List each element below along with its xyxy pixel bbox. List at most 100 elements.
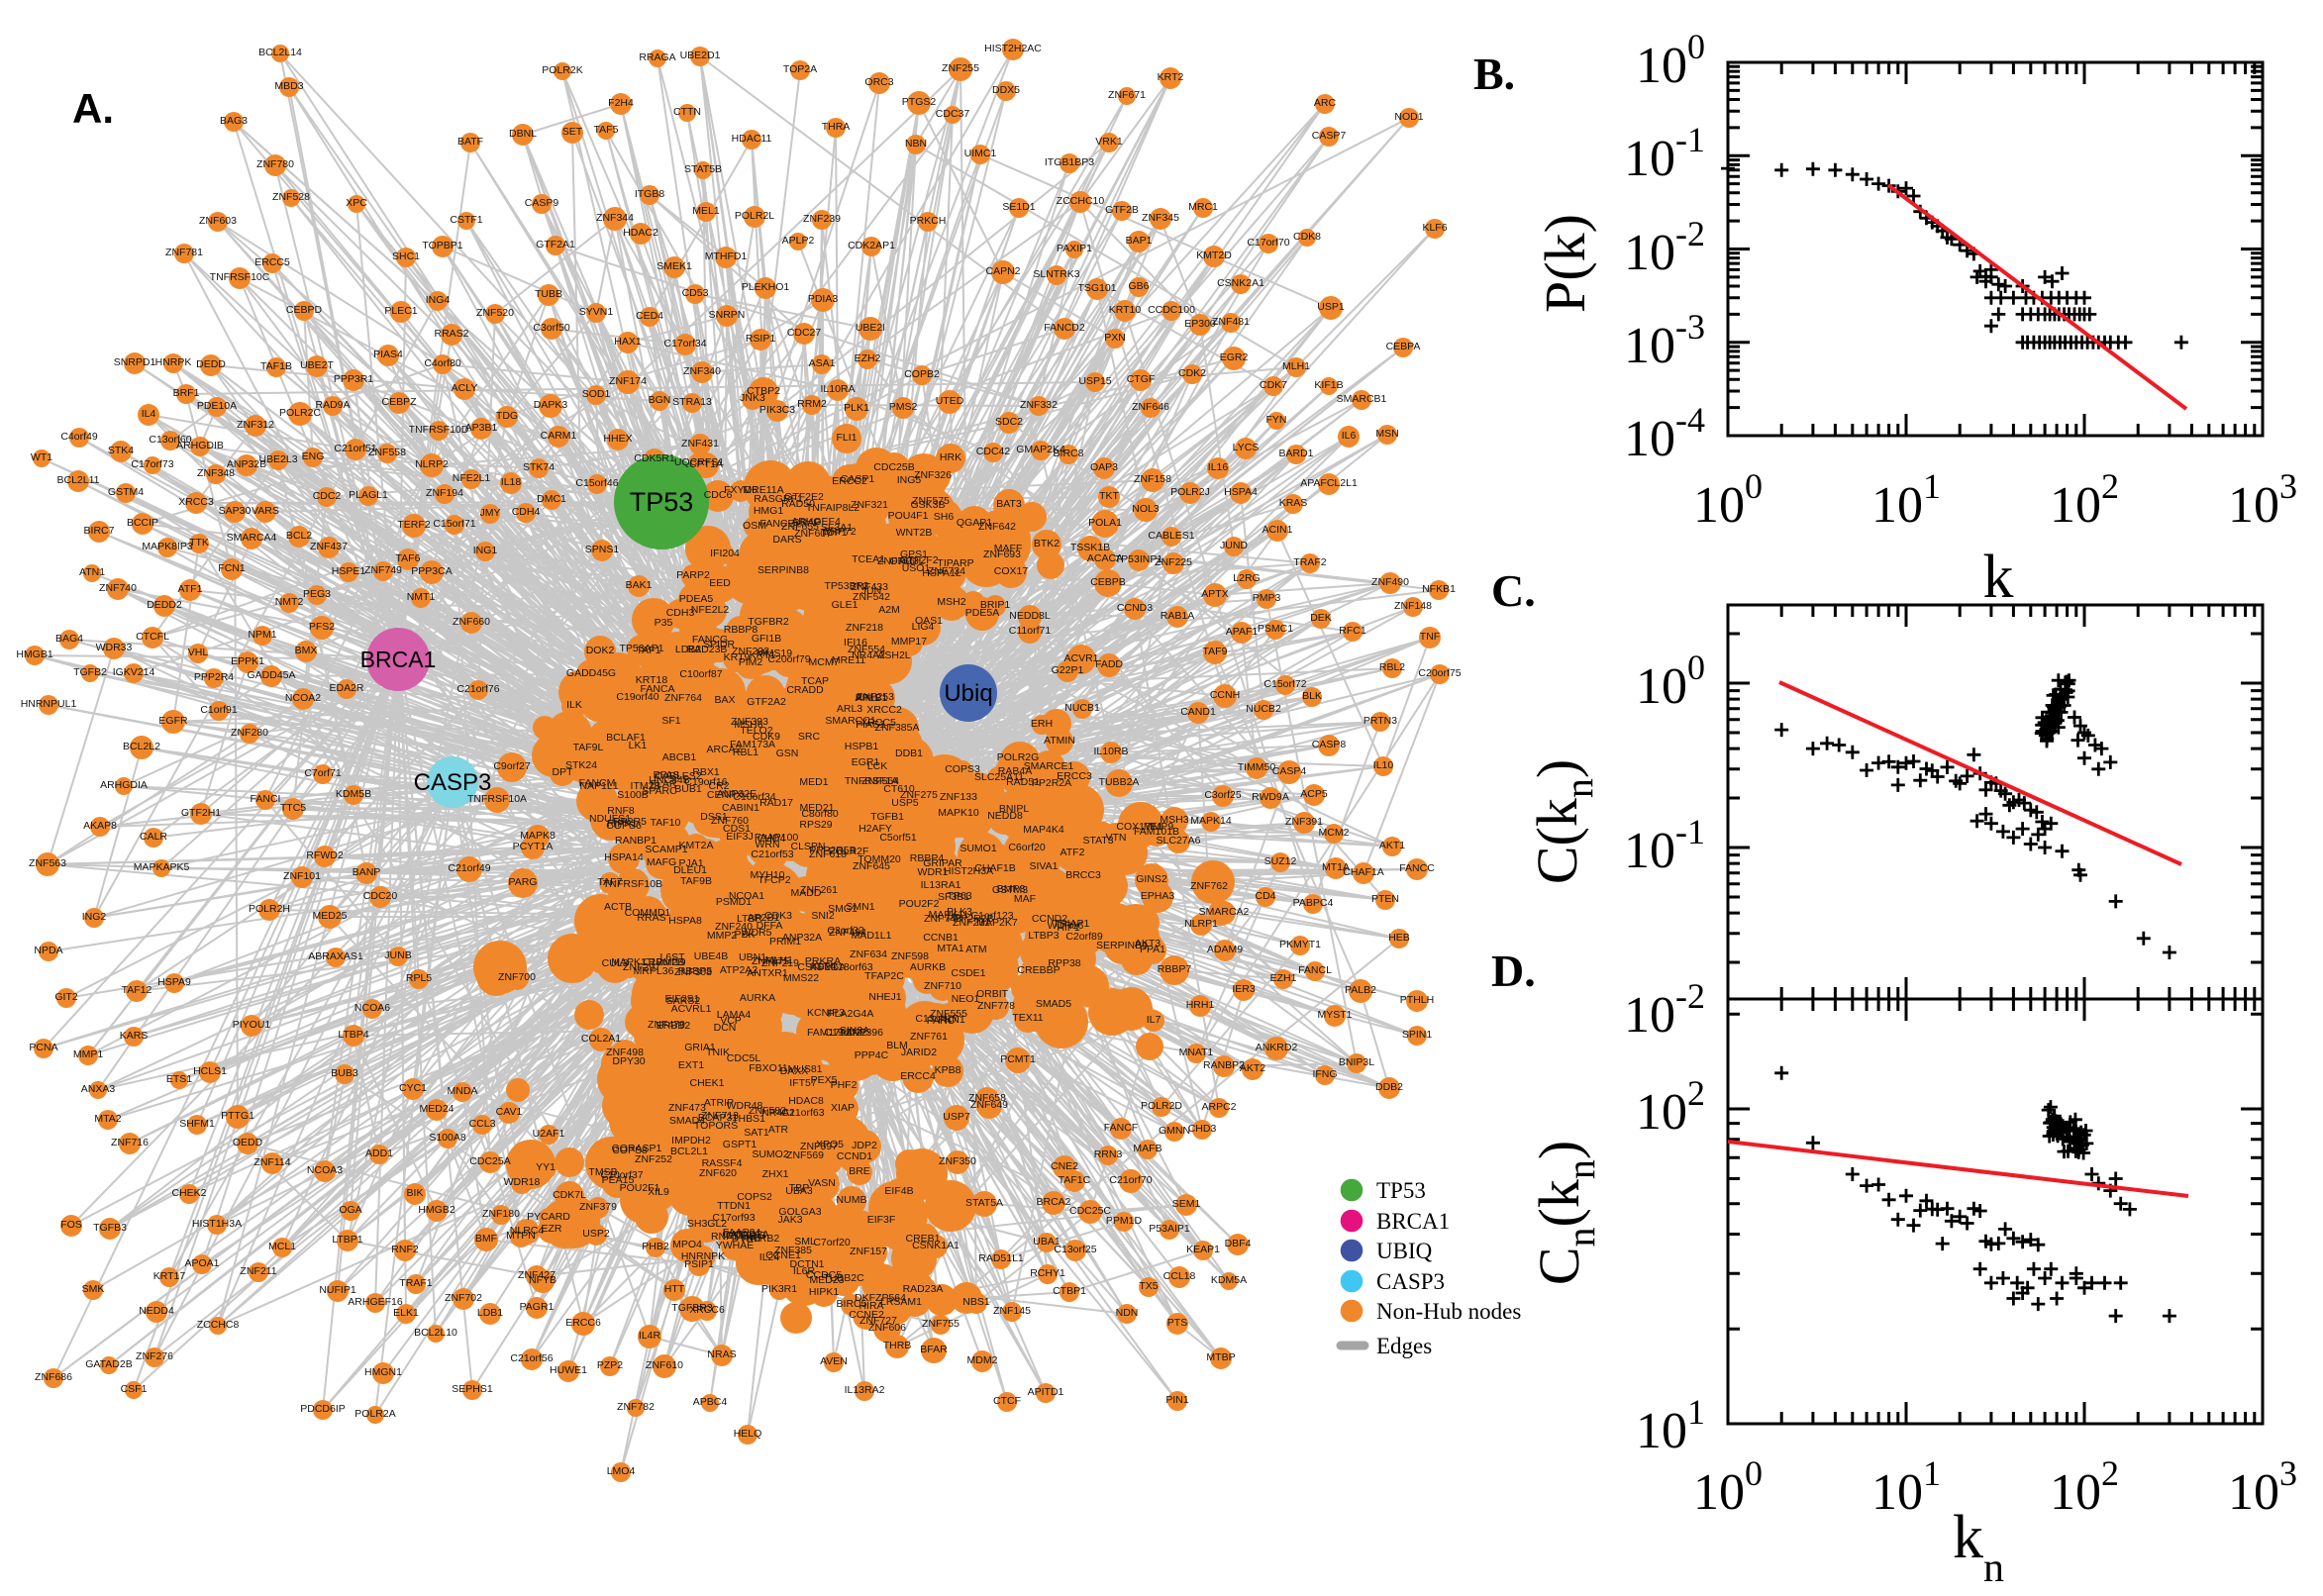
svg-text:ZNF558: ZNF558 [368, 447, 406, 458]
svg-text:TAF9: TAF9 [1203, 646, 1228, 657]
svg-text:MSH2: MSH2 [937, 596, 965, 608]
svg-text:ITGB1BP3: ITGB1BP3 [1045, 156, 1094, 168]
svg-text:ERCC6: ERCC6 [565, 1317, 601, 1329]
svg-text:PARG: PARG [509, 876, 538, 888]
svg-text:OAP3: OAP3 [1090, 461, 1118, 473]
svg-text:GATAD2B: GATAD2B [85, 1358, 132, 1370]
svg-text:C21orf70: C21orf70 [1109, 1174, 1152, 1186]
svg-text:MAPK10: MAPK10 [938, 807, 979, 819]
svg-text:ZNF240: ZNF240 [715, 921, 753, 933]
svg-text:ZNF655: ZNF655 [781, 521, 819, 533]
svg-text:C13orf60: C13orf60 [149, 434, 191, 446]
svg-text:MED21: MED21 [799, 802, 834, 814]
svg-text:A.: A. [72, 85, 114, 132]
svg-text:STAT3: STAT3 [1082, 835, 1113, 847]
svg-text:ZNF555: ZNF555 [930, 1008, 967, 1020]
svg-text:HSPA8: HSPA8 [668, 915, 702, 927]
svg-text:S100B: S100B [617, 789, 649, 801]
svg-text:k: k [1983, 544, 2014, 611]
svg-text:ZNF239: ZNF239 [803, 213, 841, 225]
svg-text:POU4F1: POU4F1 [888, 510, 929, 522]
svg-text:EED: EED [709, 577, 731, 589]
svg-text:AKT1: AKT1 [1379, 840, 1405, 851]
svg-text:HDAC8: HDAC8 [788, 1095, 824, 1107]
svg-text:C19orf16: C19orf16 [684, 776, 727, 788]
svg-text:ZNF280: ZNF280 [231, 727, 268, 739]
svg-text:ZNF437: ZNF437 [310, 541, 348, 552]
svg-text:SMN1: SMN1 [846, 901, 874, 913]
svg-text:KRT9: KRT9 [724, 651, 751, 663]
svg-text:TELO2: TELO2 [740, 725, 772, 737]
svg-text:APBC4: APBC4 [693, 1396, 728, 1408]
svg-text:ZNF642: ZNF642 [978, 521, 1016, 533]
svg-text:HCLS1: HCLS1 [193, 1065, 227, 1077]
svg-text:C21orf76: C21orf76 [456, 683, 499, 695]
svg-text:DPT: DPT [553, 766, 574, 778]
svg-text:TAF12: TAF12 [122, 984, 152, 996]
svg-text:RFC1: RFC1 [1339, 625, 1366, 637]
svg-text:KEAP1: KEAP1 [1186, 1244, 1220, 1255]
svg-text:STRA13: STRA13 [672, 396, 712, 408]
svg-text:LTBP1: LTBP1 [332, 1234, 362, 1246]
svg-text:ZNF575: ZNF575 [912, 495, 950, 507]
svg-text:NAP1L1: NAP1L1 [579, 780, 618, 792]
svg-text:CD4: CD4 [1255, 890, 1275, 902]
svg-text:PYCARD: PYCARD [527, 1211, 570, 1223]
svg-text:L6ST: L6ST [659, 951, 685, 963]
svg-text:EZH2: EZH2 [855, 352, 881, 364]
svg-text:SF1: SF1 [661, 715, 680, 727]
svg-text:CDC42: CDC42 [976, 446, 1011, 457]
svg-text:BFAR: BFAR [920, 1344, 948, 1355]
svg-text:BLM: BLM [886, 1040, 908, 1051]
svg-text:PAXIP1: PAXIP1 [1057, 243, 1092, 254]
svg-text:USP15: USP15 [1078, 375, 1111, 387]
svg-text:LMO4: LMO4 [607, 1465, 636, 1477]
svg-text:ZNF433: ZNF433 [851, 581, 888, 593]
svg-text:CABLES2: CABLES2 [655, 770, 701, 782]
svg-text:IL13RA1: IL13RA1 [921, 879, 961, 891]
svg-text:RAD23B: RAD23B [687, 644, 728, 655]
svg-text:COPS2: COPS2 [737, 1191, 772, 1203]
svg-text:BIRC7: BIRC7 [84, 525, 115, 537]
svg-text:SPNS1: SPNS1 [585, 544, 620, 555]
svg-text:MAFG: MAFG [647, 856, 676, 868]
svg-text:IMPDH2: IMPDH2 [671, 1135, 711, 1147]
svg-text:ACIN1: ACIN1 [1262, 524, 1293, 536]
svg-text:RIPK1: RIPK1 [607, 818, 638, 830]
svg-text:ZNF490: ZNF490 [1371, 576, 1409, 588]
svg-text:ZNF396: ZNF396 [846, 1027, 883, 1039]
svg-text:ERH: ERH [1031, 718, 1053, 730]
svg-text:P(k): P(k) [1533, 214, 1597, 313]
svg-text:SEPHS1: SEPHS1 [452, 1383, 493, 1395]
svg-text:PAGR1: PAGR1 [520, 1301, 555, 1313]
svg-text:USP5: USP5 [891, 797, 919, 809]
svg-text:ZNF686: ZNF686 [35, 1371, 72, 1383]
svg-text:CDK8: CDK8 [1293, 231, 1321, 243]
svg-text:MMP9: MMP9 [1144, 821, 1173, 833]
svg-text:CDH4: CDH4 [512, 506, 541, 518]
svg-text:DAXX: DAXX [780, 1065, 809, 1077]
svg-text:GTF2B: GTF2B [1105, 204, 1139, 216]
svg-text:S100A8: S100A8 [429, 1132, 466, 1144]
svg-text:TKT: TKT [1099, 490, 1119, 502]
svg-text:G22P1: G22P1 [1052, 664, 1084, 676]
svg-text:C13orf25: C13orf25 [1054, 1244, 1096, 1255]
svg-text:CHD3: CHD3 [1188, 1123, 1217, 1135]
svg-text:NMT2: NMT2 [275, 596, 304, 608]
svg-text:ERCC5: ERCC5 [254, 256, 290, 268]
svg-text:ZNF618: ZNF618 [809, 848, 847, 860]
svg-text:COPS3: COPS3 [945, 763, 980, 775]
svg-text:C20orf75: C20orf75 [1418, 667, 1461, 679]
svg-text:PPP3CA: PPP3CA [411, 565, 452, 577]
svg-text:C17orf73: C17orf73 [131, 458, 173, 470]
svg-text:SUZ12: SUZ12 [1264, 855, 1297, 867]
svg-text:ZNF740: ZNF740 [99, 582, 137, 594]
svg-text:ING2: ING2 [82, 911, 107, 923]
svg-text:HNRPK: HNRPK [155, 356, 192, 368]
svg-text:PTEN: PTEN [1371, 893, 1399, 905]
svg-text:MTA1: MTA1 [937, 943, 963, 954]
svg-text:ZNF211: ZNF211 [240, 1265, 276, 1277]
svg-text:CTCF: CTCF [993, 1395, 1021, 1407]
svg-text:FLI1: FLI1 [836, 432, 857, 444]
svg-text:C13orf17: C13orf17 [915, 1013, 958, 1025]
